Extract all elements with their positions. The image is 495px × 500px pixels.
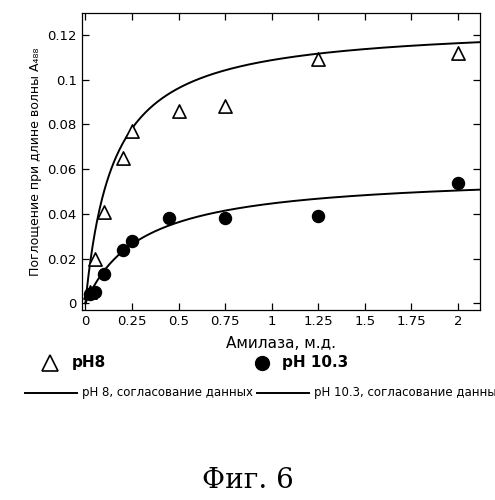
Point xyxy=(100,208,108,216)
Point xyxy=(221,214,229,222)
Point xyxy=(91,288,99,296)
Point xyxy=(175,107,183,115)
Text: pH 8, согласование данных: pH 8, согласование данных xyxy=(82,386,252,399)
Point xyxy=(100,270,108,278)
Point xyxy=(119,246,127,254)
Point xyxy=(314,212,322,220)
X-axis label: Амилаза, м.д.: Амилаза, м.д. xyxy=(226,336,336,351)
Point xyxy=(314,56,322,64)
Y-axis label: Поглощение при длине волны A₄₈₈: Поглощение при длине волны A₄₈₈ xyxy=(29,47,42,276)
Point xyxy=(221,102,229,110)
Text: Фиг. 6: Фиг. 6 xyxy=(201,466,294,493)
Point xyxy=(454,49,462,57)
Point xyxy=(86,288,94,296)
Point xyxy=(454,178,462,186)
Point xyxy=(119,154,127,162)
Point xyxy=(128,127,136,135)
Point xyxy=(91,254,99,262)
Point xyxy=(165,214,173,222)
Text: pH 10.3: pH 10.3 xyxy=(282,355,348,370)
Point xyxy=(128,236,136,244)
Point xyxy=(86,290,94,298)
Text: pH 10.3, согласование данных: pH 10.3, согласование данных xyxy=(314,386,495,399)
Text: pH8: pH8 xyxy=(72,355,106,370)
